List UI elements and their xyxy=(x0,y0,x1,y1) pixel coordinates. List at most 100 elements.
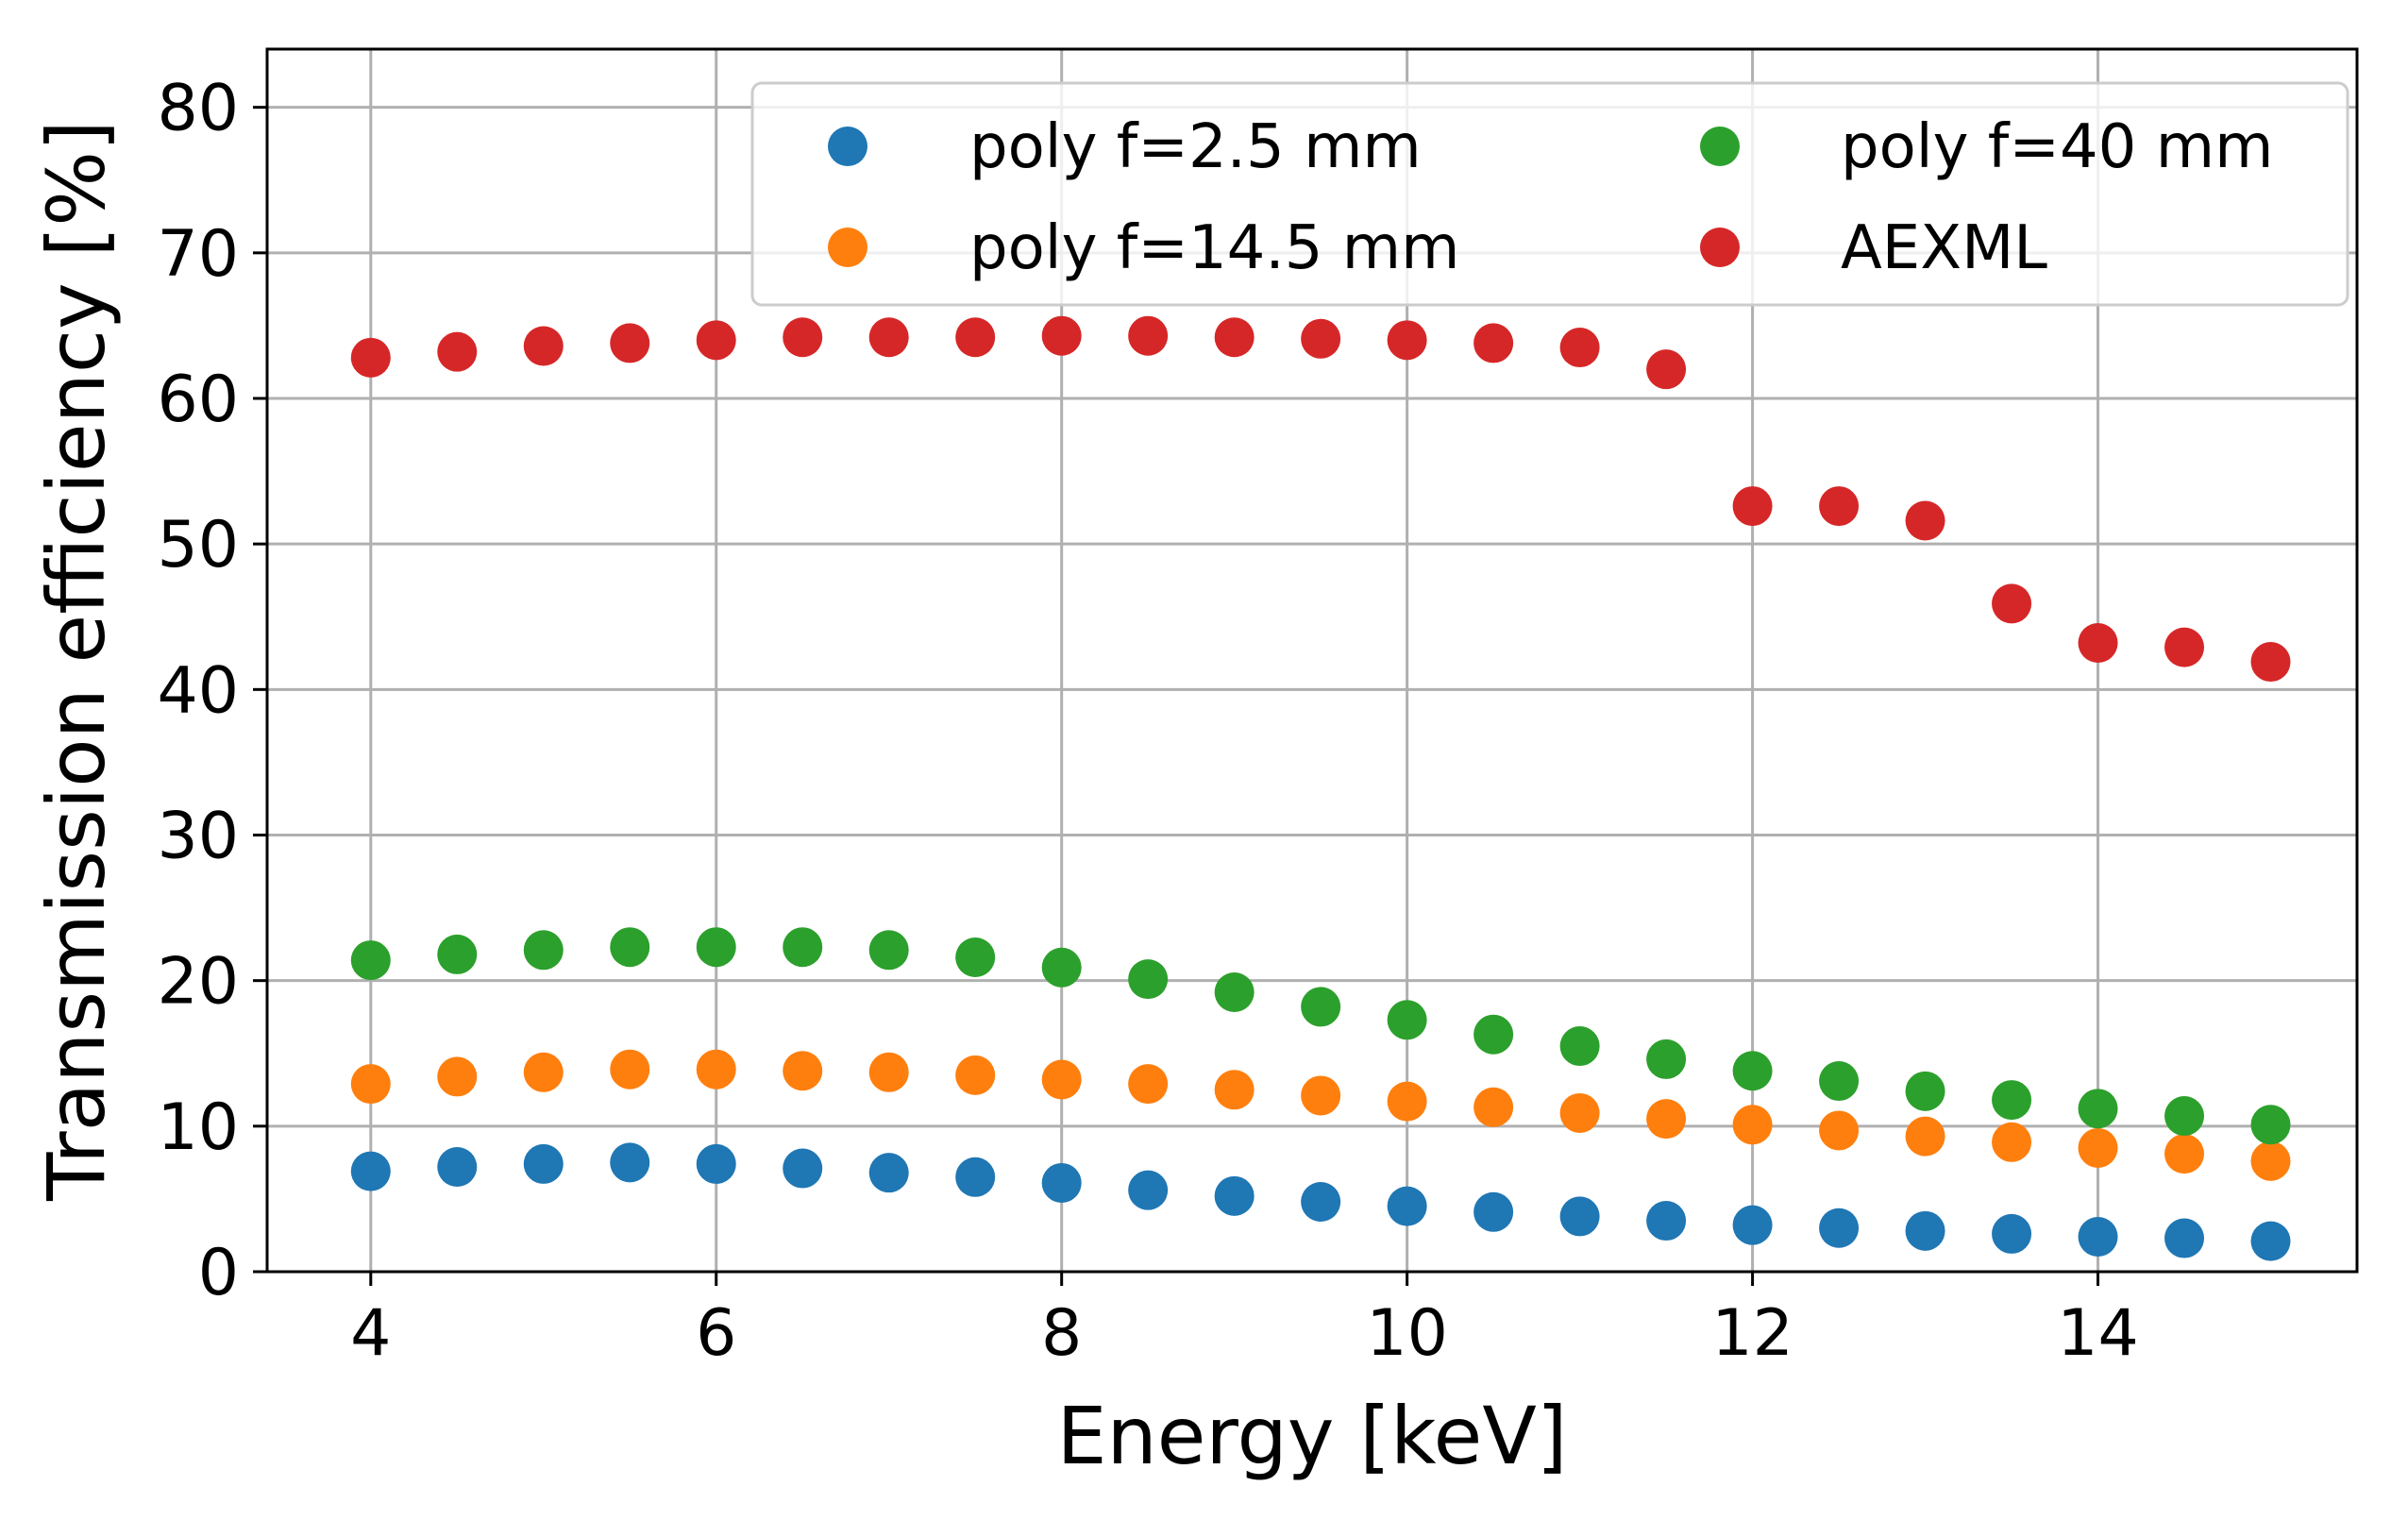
data-point xyxy=(1732,1205,1773,1245)
x-tick-label: 8 xyxy=(1041,1296,1082,1371)
data-point xyxy=(1128,1064,1169,1105)
data-point xyxy=(1646,349,1687,390)
x-tick-label: 4 xyxy=(350,1296,391,1371)
series-poly-f-14-5-mm xyxy=(350,1049,2291,1181)
legend-label: poly f=40 mm xyxy=(1841,112,2273,182)
legend-label: AEXML xyxy=(1841,213,2047,283)
data-point xyxy=(2078,1217,2118,1257)
data-point xyxy=(1128,1170,1169,1210)
legend-item: AEXML xyxy=(1700,213,2047,283)
axis-ticks: 4 6 8 10 12 14 0 10 20 30 40 50 60 70 80 xyxy=(157,72,2138,1371)
y-tick-label: 10 xyxy=(157,1090,239,1165)
data-point xyxy=(1214,972,1255,1012)
data-point xyxy=(1819,1208,1860,1248)
data-point xyxy=(696,1143,736,1184)
data-point xyxy=(1387,1000,1427,1040)
y-tick-label: 70 xyxy=(157,217,239,292)
data-point xyxy=(696,320,736,361)
data-point xyxy=(696,1049,736,1089)
data-point xyxy=(610,927,650,968)
series-poly-f-40-mm xyxy=(350,927,2291,1145)
data-point xyxy=(955,317,996,358)
data-point xyxy=(1128,315,1169,356)
data-point xyxy=(1041,1059,1082,1100)
legend-label: poly f=2.5 mm xyxy=(969,112,1422,182)
legend-item: poly f=2.5 mm xyxy=(828,112,1422,182)
x-tick-label: 6 xyxy=(696,1296,736,1371)
data-point xyxy=(1646,1201,1687,1241)
data-point xyxy=(2078,623,2118,663)
data-point xyxy=(1473,323,1514,363)
data-point xyxy=(1819,1110,1860,1151)
data-point xyxy=(696,927,736,968)
data-point xyxy=(868,317,909,358)
x-tick-label: 10 xyxy=(1366,1296,1448,1371)
data-point xyxy=(1041,1162,1082,1203)
data-point xyxy=(1041,947,1082,988)
data-point xyxy=(1559,328,1600,368)
data-point xyxy=(1992,1213,2032,1254)
data-point xyxy=(1387,320,1427,361)
data-point xyxy=(1128,959,1169,1000)
data-point xyxy=(783,317,823,358)
data-point xyxy=(1301,318,1341,359)
data-point xyxy=(350,940,391,981)
data-point xyxy=(955,937,996,977)
data-point xyxy=(350,1064,391,1105)
legend-label: poly f=14.5 mm xyxy=(969,213,1459,283)
data-point xyxy=(2164,1218,2205,1258)
data-point xyxy=(1473,1191,1514,1232)
data-point xyxy=(1214,1175,1255,1216)
data-point xyxy=(1992,1080,2032,1121)
legend: poly f=2.5 mm poly f=14.5 mm poly f=40 mm A… xyxy=(750,81,2349,307)
data-point xyxy=(1301,987,1341,1027)
x-tick-label: 12 xyxy=(1711,1296,1793,1371)
data-point xyxy=(955,1055,996,1095)
data-point xyxy=(523,930,564,971)
data-point xyxy=(1905,1210,1945,1251)
data-point xyxy=(1559,1026,1600,1067)
data-point xyxy=(2250,1221,2291,1261)
data-point xyxy=(437,331,478,372)
data-point xyxy=(1905,1116,1945,1157)
legend-marker xyxy=(1700,228,1740,267)
data-point xyxy=(1646,1039,1687,1079)
y-axis-label: Transmission efficiency [%] xyxy=(30,120,123,1202)
data-point xyxy=(610,323,650,363)
data-point xyxy=(437,1147,478,1187)
data-point xyxy=(437,1056,478,1097)
legend-marker xyxy=(828,127,867,166)
plot-frame xyxy=(265,47,2359,1274)
y-tick-label: 20 xyxy=(157,945,239,1020)
legend-marker xyxy=(1700,127,1740,166)
data-point xyxy=(868,1052,909,1092)
data-point xyxy=(1214,1070,1255,1110)
data-point xyxy=(955,1157,996,1197)
data-point xyxy=(783,1051,823,1091)
y-tick-label: 0 xyxy=(198,1236,239,1310)
data-point xyxy=(523,1052,564,1092)
x-axis-label: Energy [keV] xyxy=(1056,1390,1567,1482)
data-point xyxy=(1301,1075,1341,1116)
data-point xyxy=(1301,1182,1341,1222)
data-point xyxy=(2250,642,2291,683)
data-point xyxy=(1473,1087,1514,1127)
data-point xyxy=(2250,1140,2291,1181)
data-point xyxy=(2164,627,2205,667)
data-point xyxy=(1992,1122,2032,1162)
y-tick-label: 30 xyxy=(157,800,239,874)
data-point xyxy=(783,1148,823,1189)
data-point xyxy=(350,337,391,378)
data-point xyxy=(610,1049,650,1089)
legend-item: poly f=14.5 mm xyxy=(828,213,1459,283)
data-point xyxy=(1041,315,1082,356)
data-points xyxy=(350,315,2291,1261)
data-point xyxy=(1387,1186,1427,1226)
series-poly-f-2-5-mm xyxy=(350,1142,2291,1261)
data-point xyxy=(1819,1061,1860,1102)
data-point xyxy=(1992,583,2032,624)
data-point xyxy=(868,1153,909,1193)
y-tick-label: 80 xyxy=(157,72,239,146)
